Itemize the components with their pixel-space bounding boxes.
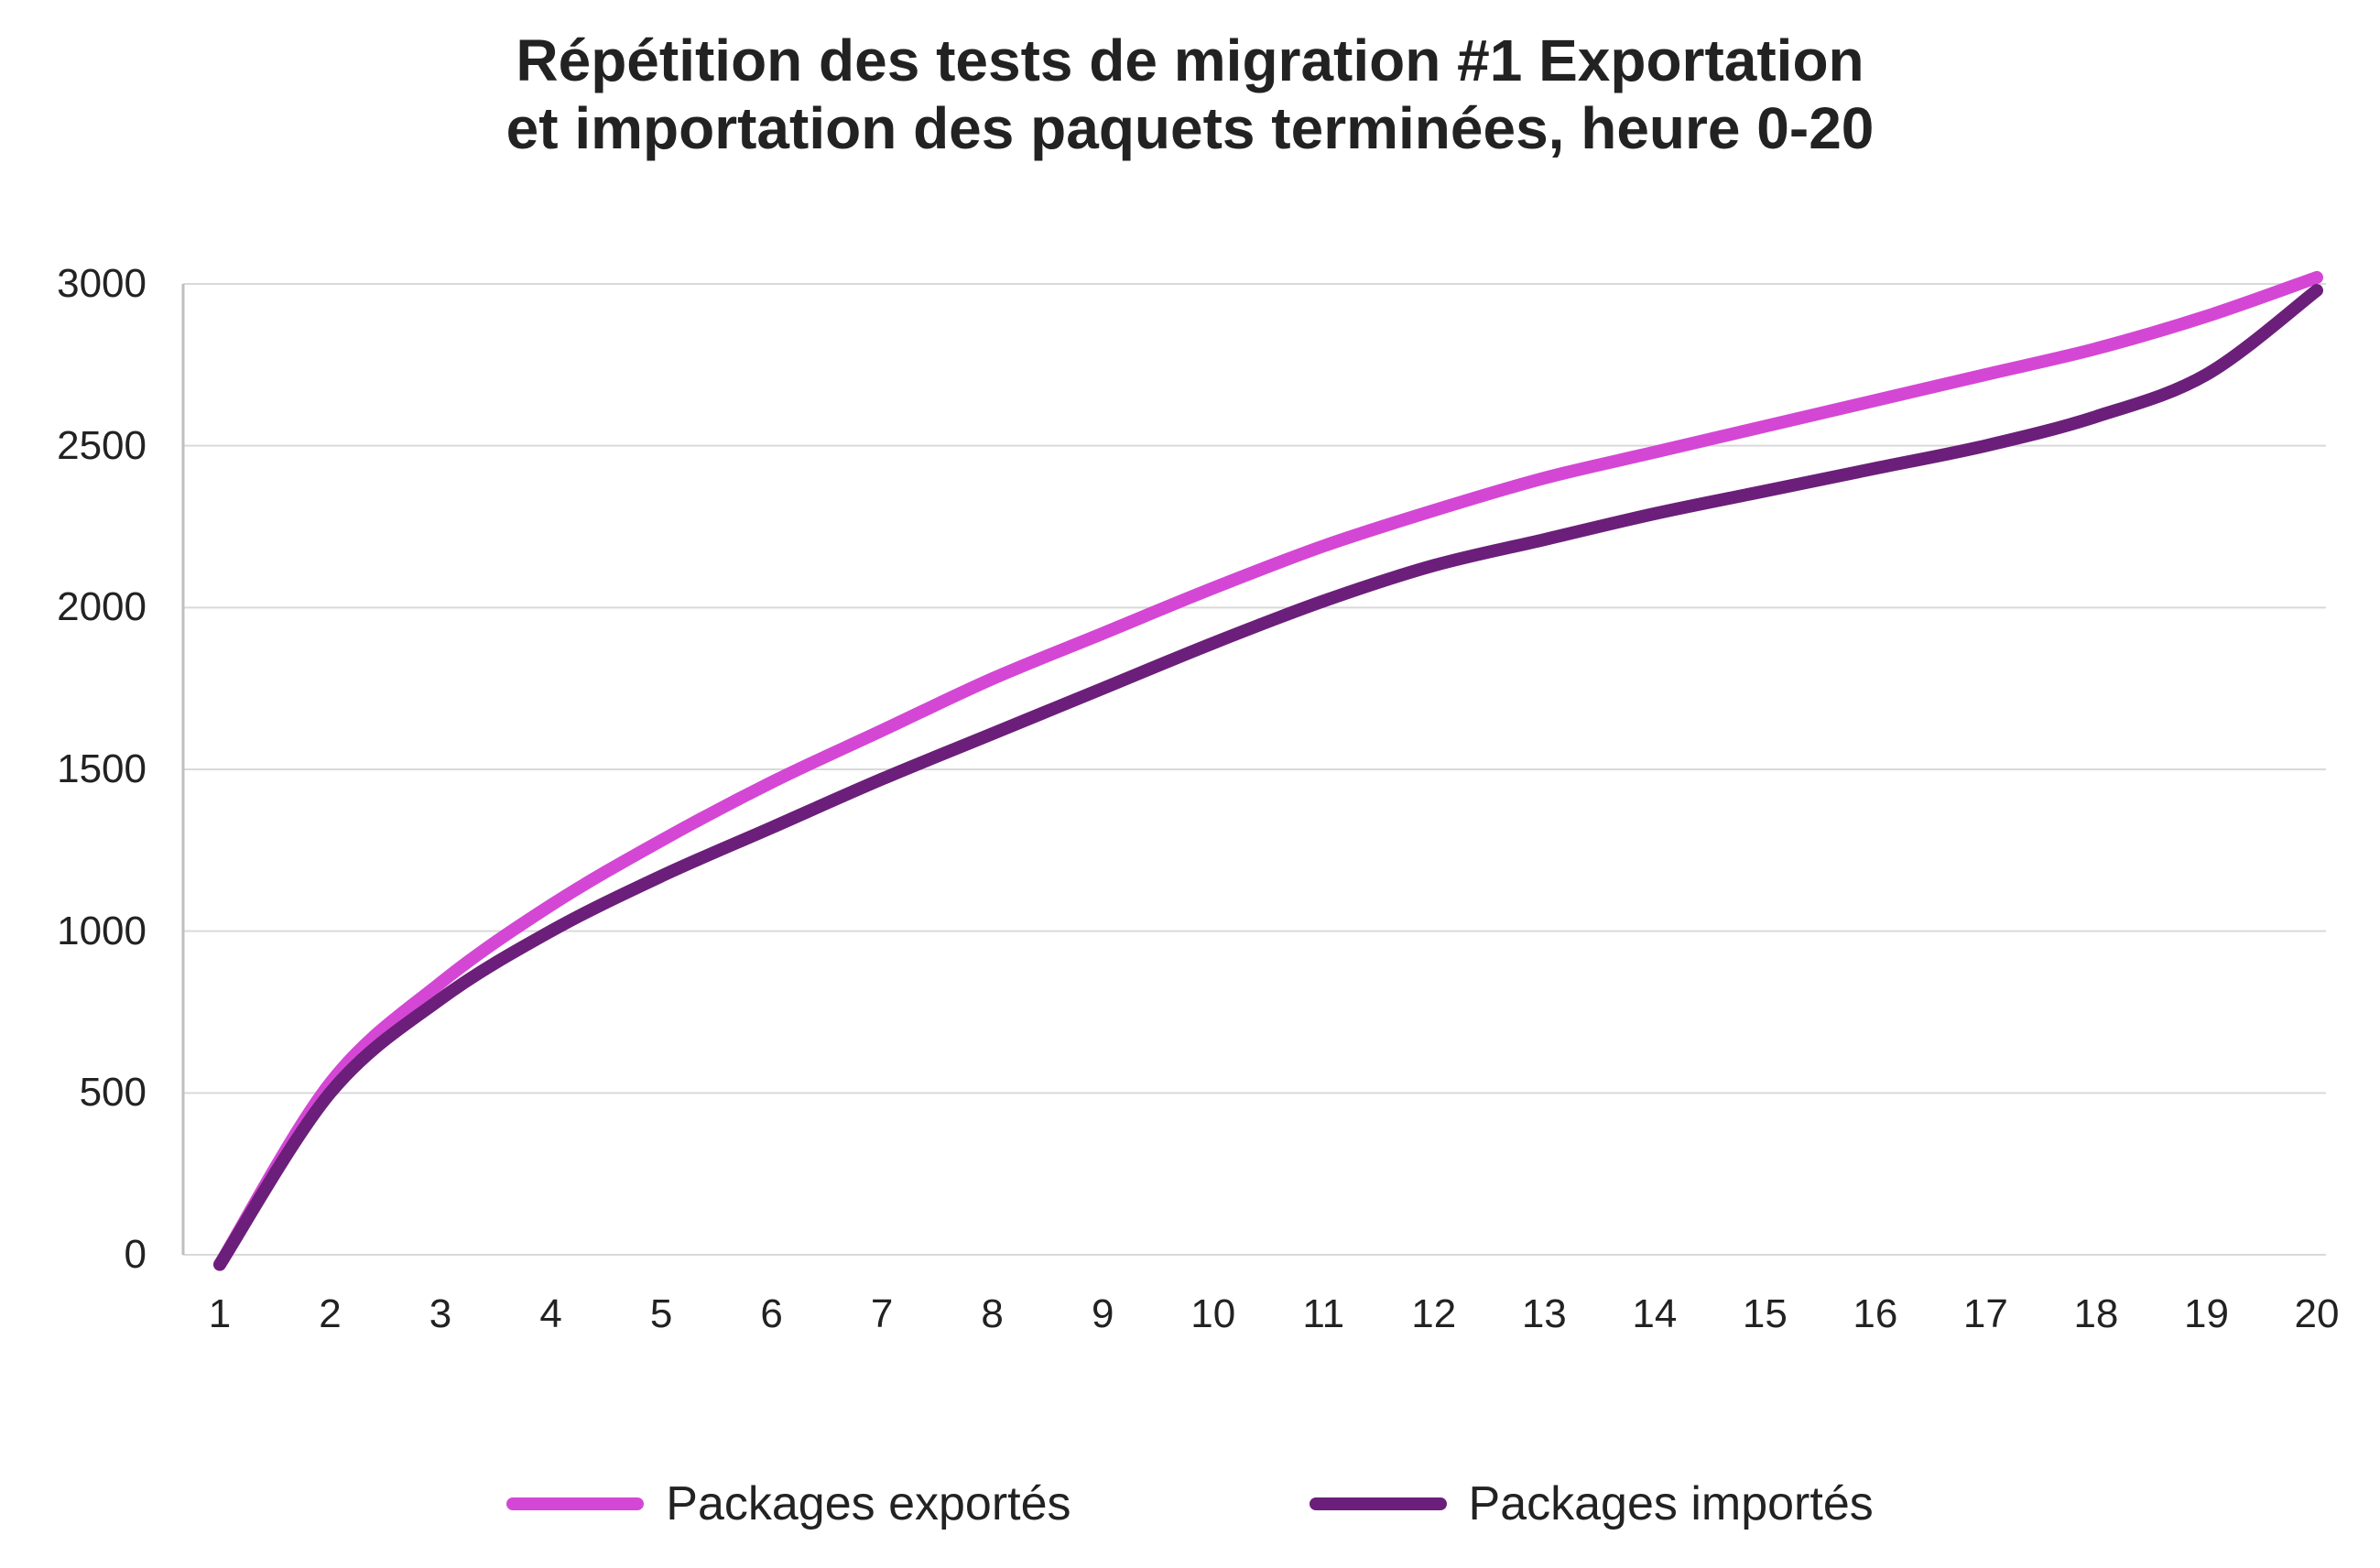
x-tick-label: 20	[2295, 1291, 2340, 1337]
x-tick-label: 16	[1853, 1291, 1897, 1337]
y-tick-label: 500	[80, 1070, 147, 1116]
x-tick-label: 3	[429, 1291, 451, 1337]
y-tick-label: 3000	[57, 261, 147, 307]
x-axis: 1234567891011121314151617181920	[183, 1291, 2326, 1365]
x-tick-label: 17	[1963, 1291, 2008, 1337]
x-tick-label: 1	[209, 1291, 231, 1337]
migration-chart: Répétition des tests de migration #1 Exp…	[0, 0, 2380, 1568]
legend-label: Packages importés	[1469, 1476, 1874, 1531]
x-tick-label: 10	[1190, 1291, 1235, 1337]
legend-item-0: Packages exportés	[506, 1476, 1070, 1531]
x-tick-label: 19	[2184, 1291, 2229, 1337]
legend: Packages exportés Packages importés	[0, 1476, 2380, 1531]
series-line-0	[220, 278, 2317, 1265]
legend-swatch	[506, 1497, 644, 1510]
legend-item-1: Packages importés	[1310, 1476, 1874, 1531]
x-tick-label: 11	[1302, 1291, 1344, 1337]
x-tick-label: 2	[319, 1291, 341, 1337]
x-tick-label: 6	[760, 1291, 782, 1337]
y-tick-label: 2000	[57, 584, 147, 630]
chart-title-line1: Répétition des tests de migration #1 Exp…	[0, 27, 2380, 95]
chart-svg	[183, 284, 2326, 1255]
x-tick-label: 13	[1522, 1291, 1567, 1337]
y-tick-label: 2500	[57, 423, 147, 469]
y-tick-label: 1500	[57, 746, 147, 792]
x-tick-label: 15	[1743, 1291, 1788, 1337]
x-tick-label: 18	[2073, 1291, 2118, 1337]
y-tick-label: 1000	[57, 909, 147, 954]
chart-title-line2: et importation des paquets terminées, he…	[0, 95, 2380, 163]
y-axis: 050010001500200025003000	[0, 284, 174, 1255]
x-tick-label: 8	[981, 1291, 1003, 1337]
x-tick-label: 4	[539, 1291, 561, 1337]
chart-title: Répétition des tests de migration #1 Exp…	[0, 27, 2380, 162]
legend-swatch	[1310, 1497, 1447, 1510]
legend-label: Packages exportés	[666, 1476, 1070, 1531]
x-tick-label: 5	[650, 1291, 672, 1337]
x-tick-label: 12	[1411, 1291, 1456, 1337]
x-tick-label: 9	[1092, 1291, 1114, 1337]
series-line-1	[220, 290, 2317, 1265]
plot-area	[183, 284, 2326, 1255]
y-tick-label: 0	[125, 1232, 147, 1278]
x-tick-label: 7	[871, 1291, 893, 1337]
x-tick-label: 14	[1632, 1291, 1677, 1337]
